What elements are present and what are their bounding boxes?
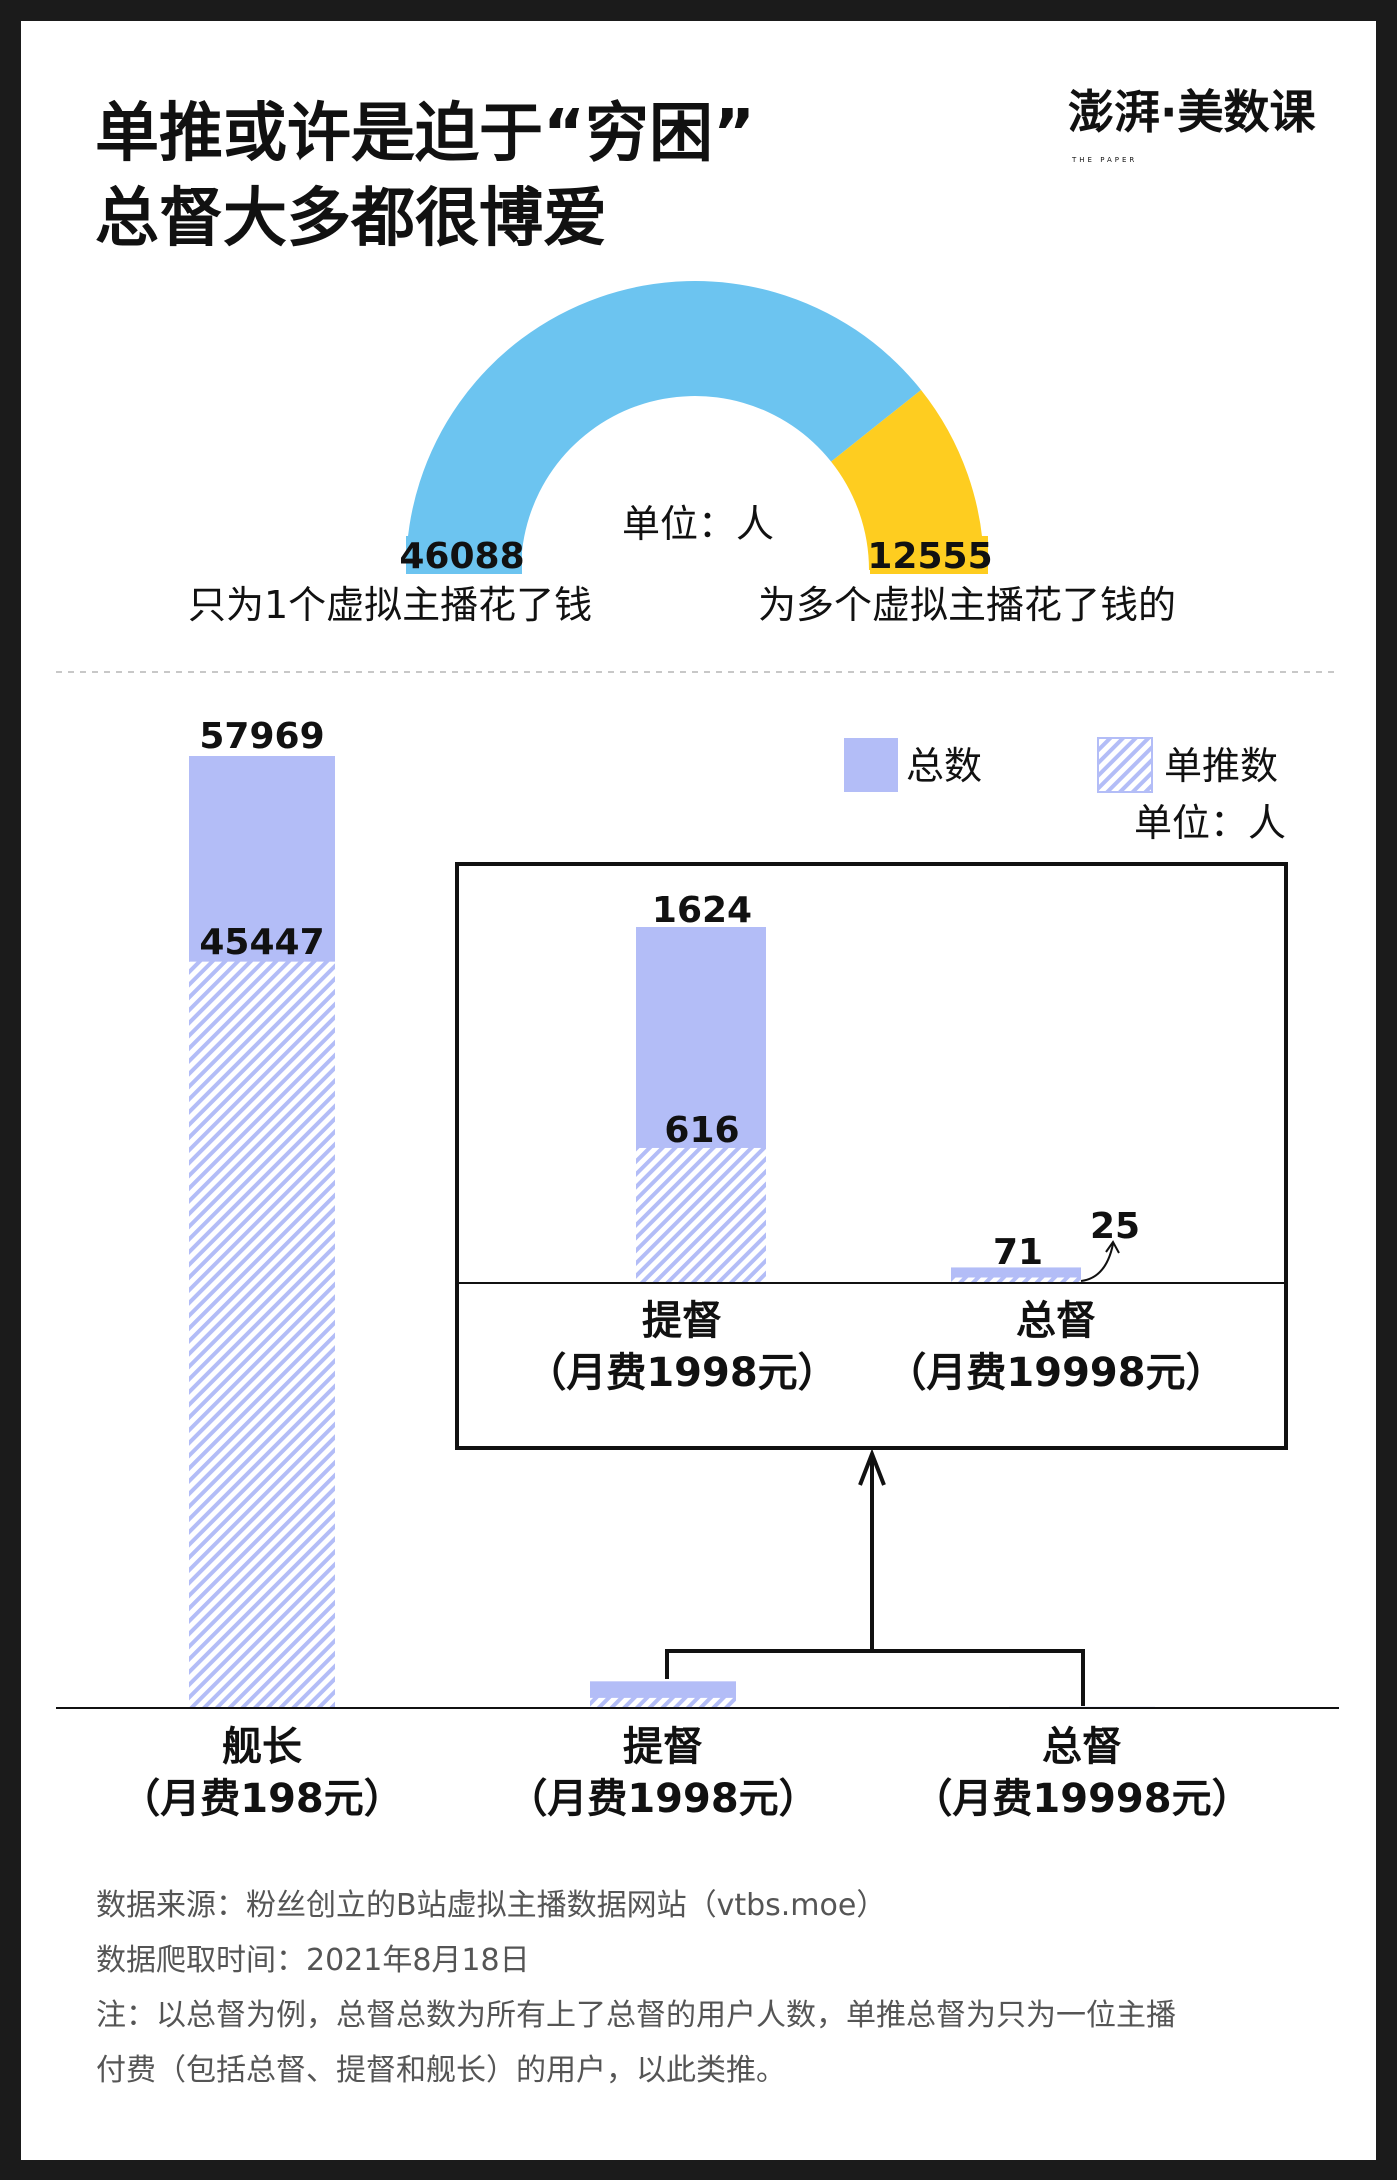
footer-source: 数据来源：粉丝创立的B站虚拟主播数据网站（vtbs.moe） bbox=[96, 1888, 886, 1923]
footer-note-1: 注：以总督为例，总督总数为所有上了总督的用户人数，单推总督为只为一位主播 bbox=[96, 1998, 1176, 2033]
footer: 数据来源：粉丝创立的B站虚拟主播数据网站（vtbs.moe） 数据爬取时间：20… bbox=[96, 1888, 1176, 2088]
value-highlight-single bbox=[406, 536, 522, 574]
zoom-bracket bbox=[665, 1454, 1085, 1706]
legend-swatch-total bbox=[844, 738, 898, 792]
bar-single-label: 616 bbox=[664, 1110, 739, 1151]
category-label: 舰长 bbox=[222, 1724, 302, 1770]
value-highlight-multi bbox=[870, 536, 988, 574]
category-label: 总督 bbox=[1016, 1298, 1096, 1344]
bar-single bbox=[590, 1697, 736, 1708]
donut-label-multi: 为多个虚拟主播花了钱的 bbox=[758, 583, 1176, 627]
donut-segment-0 bbox=[406, 280, 922, 570]
title-line-2: 总督大多都很博爱 bbox=[95, 182, 607, 256]
legend-label-total: 总数 bbox=[906, 744, 982, 788]
inset-bars: 1624 616 提督 （月费1998元） 71 25 总督 （月费19998元） bbox=[526, 890, 1225, 1396]
zoom-arrowhead bbox=[858, 1448, 886, 1486]
callout-arrowhead bbox=[1105, 1240, 1120, 1254]
bar-single bbox=[951, 1277, 1081, 1283]
category-label: 总督 bbox=[1042, 1724, 1122, 1770]
bar-single-label: 45447 bbox=[199, 922, 324, 963]
footer-time: 数据爬取时间：2021年8月18日 bbox=[96, 1943, 530, 1978]
bar-unit: 单位：人 bbox=[1134, 801, 1286, 845]
bar-single-label: 25 bbox=[1090, 1206, 1140, 1247]
category-fee-label: （月费198元） bbox=[120, 1776, 404, 1822]
logo: 澎湃·美数课 THE PAPER bbox=[1068, 85, 1316, 164]
bar-total-label: 1624 bbox=[652, 890, 752, 931]
legend-label-single: 单推数 bbox=[1164, 744, 1278, 788]
donut-value-single: 46088 bbox=[399, 536, 524, 577]
category-label: 提督 bbox=[623, 1724, 703, 1770]
main-bars: 57969 45447 舰长 （月费198元） 提督 （月费1998元） 总督 （月费1999… bbox=[120, 716, 1251, 1822]
footer-note-2: 付费（包括总督、提督和舰长）的用户，以此类推。 bbox=[96, 2053, 786, 2088]
category-fee-label: （月费1998元） bbox=[526, 1350, 837, 1396]
donut-unit: 单位：人 bbox=[622, 502, 774, 546]
bar-single bbox=[189, 961, 335, 1708]
bar-single bbox=[636, 1147, 766, 1283]
logo-subtext: THE PAPER bbox=[1071, 156, 1137, 164]
legend-swatch-single bbox=[1097, 737, 1153, 793]
inset-box bbox=[455, 862, 1288, 1450]
donut-segment-1 bbox=[831, 389, 984, 570]
category-label: 提督 bbox=[642, 1298, 722, 1344]
bar-total-label: 57969 bbox=[199, 716, 324, 757]
logo-text: 澎湃·美数课 bbox=[1068, 85, 1316, 139]
category-fee-label: （月费1998元） bbox=[507, 1776, 818, 1822]
donut-label-single: 只为1个虚拟主播花了钱 bbox=[188, 583, 592, 627]
bar-total-label: 71 bbox=[993, 1232, 1043, 1273]
donut-value-multi: 12555 bbox=[867, 536, 992, 577]
category-fee-label: （月费19998元） bbox=[886, 1350, 1225, 1396]
semicircle-donut bbox=[406, 280, 988, 574]
callout-arrow bbox=[1080, 1243, 1114, 1282]
category-fee-label: （月费19998元） bbox=[912, 1776, 1251, 1822]
title-line-1: 单推或许是迫于“穷困” bbox=[95, 97, 755, 171]
